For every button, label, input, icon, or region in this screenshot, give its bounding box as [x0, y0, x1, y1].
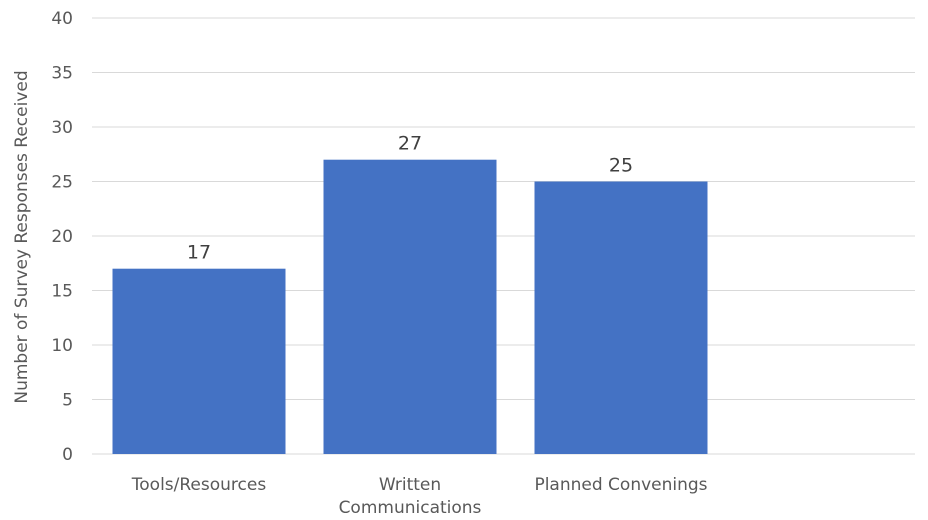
y-tick-label-35: 35	[51, 64, 73, 84]
data-label-1: 17	[187, 242, 211, 264]
data-label-3: 25	[609, 155, 633, 177]
bar-2	[323, 159, 497, 454]
y-tick-label-30: 30	[51, 118, 73, 138]
x-category-label-2: Written Communications	[339, 475, 482, 518]
x-axis-category-labels: Tools/Resources Written Communications Plan…	[131, 475, 708, 518]
y-tick-label-20: 20	[51, 227, 73, 247]
x-category-label-3: Planned Convenings	[534, 475, 707, 495]
y-axis-title: Number of Survey Responses Received	[12, 70, 32, 403]
x-category-label-1: Tools/Resources	[131, 475, 267, 495]
data-labels: 17 27 25	[187, 133, 633, 264]
bars	[112, 159, 708, 454]
y-tick-label-25: 25	[51, 173, 73, 193]
bar-3	[534, 181, 708, 454]
data-label-2: 27	[398, 133, 422, 155]
y-tick-label-40: 40	[51, 9, 73, 29]
bar-1	[112, 268, 286, 454]
y-tick-label-5: 5	[62, 391, 73, 411]
y-axis-ticks: 0 5 10 15 20 25 30 35 40	[51, 9, 73, 465]
y-tick-label-0: 0	[62, 445, 73, 465]
y-tick-label-15: 15	[51, 282, 73, 302]
y-tick-label-10: 10	[51, 336, 73, 356]
